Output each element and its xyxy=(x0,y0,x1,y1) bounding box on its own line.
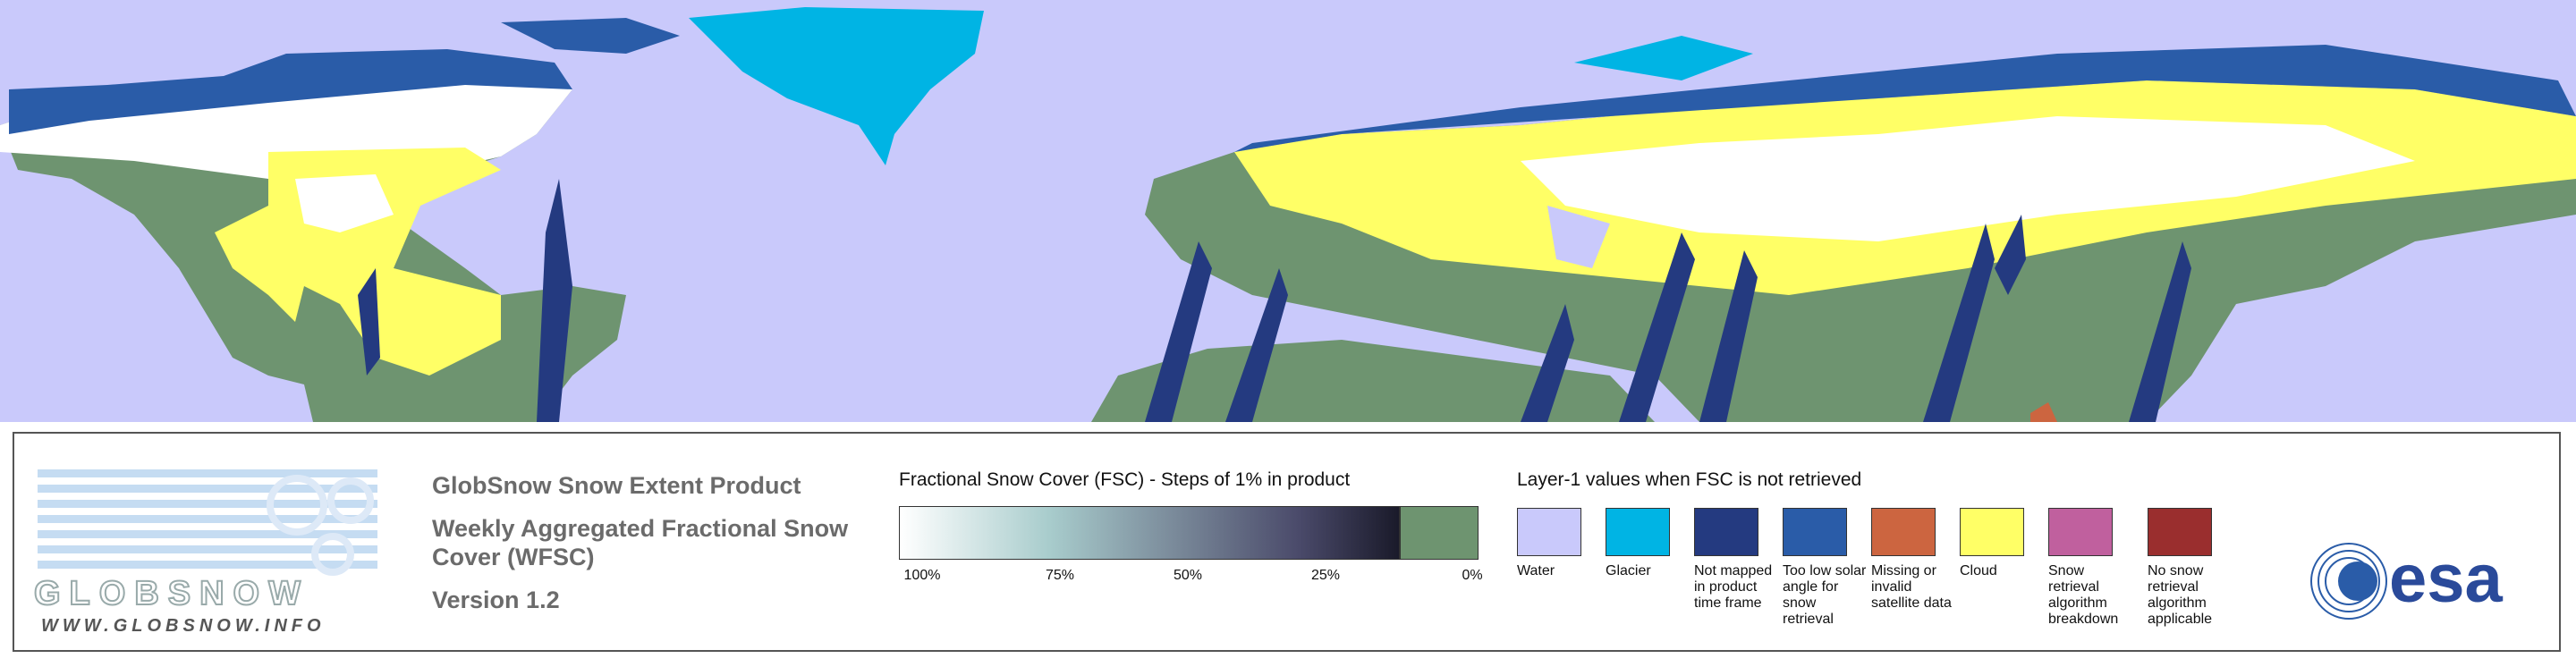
globsnow-logo xyxy=(38,469,377,576)
legend-label: Too low solar angle for snow retrieval xyxy=(1783,563,1867,627)
legend-swatch xyxy=(1960,508,2024,556)
esa-logo: esa xyxy=(2310,541,2504,620)
legend-label: No snow retrieval algorithm applicable xyxy=(2148,563,2213,627)
logo-wordmark: GLOBSNOW xyxy=(33,574,309,613)
legend-label: Cloud xyxy=(1960,563,1997,578)
legend-swatch xyxy=(2048,508,2113,556)
fsc-tick-label: 25% xyxy=(1310,568,1341,583)
product-title: GlobSnow Snow Extent Product xyxy=(432,472,801,499)
legend-label: Water xyxy=(1517,563,1555,578)
esa-text: esa xyxy=(2389,541,2504,617)
fsc-gradient xyxy=(899,506,1400,560)
legend-swatch xyxy=(1517,508,1581,556)
legend-swatch xyxy=(1694,508,1758,556)
legend-swatch xyxy=(1871,508,1936,556)
legend-swatch xyxy=(2148,508,2212,556)
fsc-title: Fractional Snow Cover (FSC) - Steps of 1… xyxy=(899,469,1351,490)
fsc-tick-label: 50% xyxy=(1173,568,1203,583)
product-version: Version 1.2 xyxy=(432,587,560,613)
legend-swatch xyxy=(1606,508,1670,556)
fsc-tick-label: 0% xyxy=(1462,568,1483,583)
legend-label: Glacier xyxy=(1606,563,1651,578)
legend-label: Missing or invalid satellite data xyxy=(1871,563,1952,611)
product-subtitle: Weekly Aggregated Fractional Snow Cover … xyxy=(432,515,849,570)
snow-map xyxy=(0,0,2576,422)
fsc-zero-swatch xyxy=(1400,506,1479,560)
layer1-title: Layer-1 values when FSC is not retrieved xyxy=(1517,469,1862,490)
legend-panel: GLOBSNOW WWW.GLOBSNOW.INFO GlobSnow Snow… xyxy=(13,432,2561,652)
legend-label: Not mapped in product time frame xyxy=(1694,563,1773,611)
logo-url: WWW.GLOBSNOW.INFO xyxy=(41,616,326,636)
legend-swatch xyxy=(1783,508,1847,556)
fsc-tick-label: 100% xyxy=(903,568,941,583)
legend-label: Snow retrieval algorithm breakdown xyxy=(2048,563,2119,627)
fsc-tick-label: 75% xyxy=(1045,568,1075,583)
